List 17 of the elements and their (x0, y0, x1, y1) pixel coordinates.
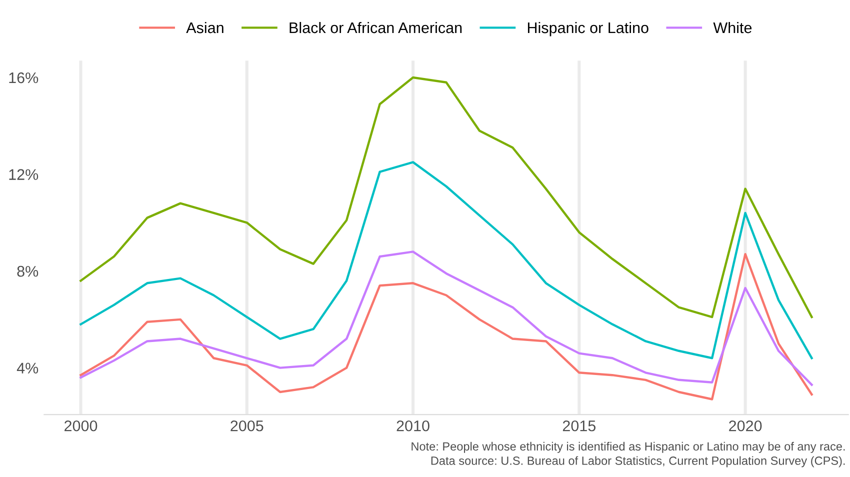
source-note: Data source: U.S. Bureau of Labor Statistics, Current Population Survey (CPS). (431, 456, 845, 468)
y-tick-label: 16% (9, 72, 38, 84)
legend-label: Asian (186, 22, 224, 34)
x-tick-label: 2015 (562, 420, 596, 432)
x-tick-label: 2020 (729, 420, 762, 432)
y-tick-label: 12% (9, 169, 38, 180)
legend-label: Black or African American (290, 22, 462, 34)
line-series (80, 161, 813, 360)
x-tick-label: 2010 (396, 420, 430, 432)
legend-label: Hispanic or Latino (528, 22, 648, 36)
line-series (80, 76, 813, 318)
x-tick-label: 2000 (64, 420, 98, 432)
y-tick-label: 8% (17, 266, 38, 277)
legend-label: White (713, 22, 752, 34)
y-tick-label: 4% (16, 362, 38, 374)
text: Note: People whose ethnicity is identified as Hispanic or Latino may be of any race. (412, 442, 845, 453)
x-tick-label: 2005 (230, 420, 264, 432)
